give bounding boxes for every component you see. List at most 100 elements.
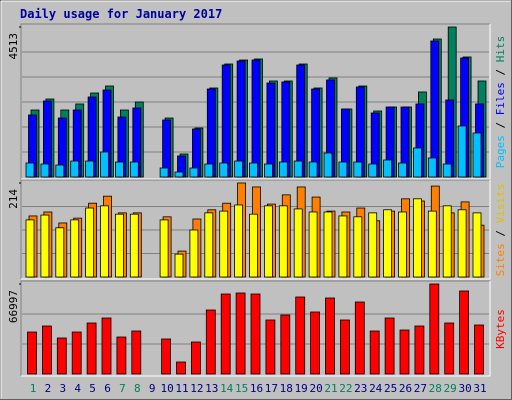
bar	[251, 59, 261, 178]
x-tick-label: 24	[369, 382, 383, 395]
x-tick-label: 4	[74, 382, 81, 395]
legend-entry: Sites	[494, 243, 507, 276]
x-tick-label: 17	[265, 382, 278, 395]
x-tick-label: 5	[89, 382, 96, 395]
bar	[70, 160, 80, 178]
x-tick-label: 25	[384, 382, 397, 395]
x-tick-label: 11	[175, 382, 188, 395]
bar	[55, 227, 65, 278]
bar	[384, 317, 395, 375]
bar	[353, 216, 363, 278]
x-tick-label: 27	[414, 382, 427, 395]
bevel	[20, 23, 490, 179]
y-tick-label: 4513	[7, 33, 20, 60]
legend-entry: Pages	[494, 135, 507, 168]
bar	[353, 161, 363, 178]
x-tick-label: 2	[45, 382, 52, 395]
bar	[250, 293, 261, 375]
bar	[190, 341, 201, 375]
bar	[444, 322, 455, 375]
y-tick-label: 66997	[7, 290, 20, 323]
legend: Pages / Files / Hits	[494, 36, 507, 169]
bar	[459, 290, 470, 375]
bar	[472, 132, 482, 178]
bar	[161, 338, 172, 375]
bar	[176, 361, 186, 375]
bar	[293, 208, 303, 278]
bar	[174, 171, 184, 178]
bar	[219, 162, 229, 178]
bar	[368, 163, 378, 178]
bar	[412, 147, 422, 178]
bar	[293, 160, 303, 178]
bar	[280, 314, 291, 375]
chart-title: Daily usage for January 2017	[20, 7, 222, 21]
bar	[323, 211, 333, 278]
bar	[174, 253, 184, 278]
x-tick-label: 16	[250, 382, 263, 395]
x-tick-label: 18	[280, 382, 293, 395]
bar	[398, 211, 407, 278]
bar	[204, 163, 214, 178]
bar	[42, 325, 52, 375]
legend-entry: Visits	[494, 184, 507, 224]
x-tick-label: 29	[444, 382, 457, 395]
bar	[474, 324, 484, 375]
bar	[234, 160, 244, 178]
x-tick-label: 30	[458, 382, 471, 395]
bar	[263, 205, 273, 278]
bar	[325, 297, 335, 375]
legend-entry: Files	[494, 82, 507, 115]
bar	[189, 167, 199, 178]
bar	[220, 293, 231, 375]
bar	[399, 329, 410, 375]
bar	[457, 209, 467, 278]
bevel	[20, 179, 490, 279]
x-tick-label: 7	[119, 382, 126, 395]
bar	[85, 160, 94, 178]
bar	[131, 330, 142, 375]
x-tick-label: 21	[324, 382, 337, 395]
bar	[442, 205, 452, 278]
bevel	[21, 24, 491, 180]
legend-separator: /	[494, 115, 507, 135]
bar	[266, 82, 276, 178]
legend-separator: /	[494, 223, 507, 243]
x-tick-label: 6	[104, 382, 111, 395]
bar	[369, 330, 380, 375]
bevel	[20, 280, 490, 376]
bar	[71, 331, 82, 375]
bar	[116, 336, 127, 375]
x-tick-label: 31	[473, 382, 486, 395]
bar	[101, 317, 112, 375]
x-tick-label: 12	[190, 382, 203, 395]
legend-entry: Hits	[494, 36, 507, 63]
bar	[25, 219, 35, 278]
bar	[85, 207, 94, 278]
bar	[70, 219, 80, 278]
bar	[249, 213, 258, 278]
bar	[25, 162, 35, 178]
bar	[265, 319, 276, 375]
x-tick-label: 15	[235, 382, 248, 395]
x-tick-label: 14	[220, 382, 234, 395]
bar	[368, 212, 378, 278]
bar	[383, 159, 393, 178]
bar	[354, 301, 365, 375]
legend-separator: /	[494, 62, 507, 82]
bar	[457, 125, 467, 178]
bar	[115, 213, 124, 278]
x-tick-label: 23	[354, 382, 367, 395]
bar	[219, 210, 229, 278]
x-tick-label: 19	[295, 382, 308, 395]
bar	[414, 325, 425, 375]
bar	[100, 151, 109, 178]
bar	[278, 161, 288, 178]
bar	[27, 331, 37, 375]
bar	[55, 164, 65, 178]
bar	[159, 219, 169, 278]
bar	[129, 213, 139, 278]
bevel	[21, 180, 491, 280]
bar	[427, 157, 437, 178]
